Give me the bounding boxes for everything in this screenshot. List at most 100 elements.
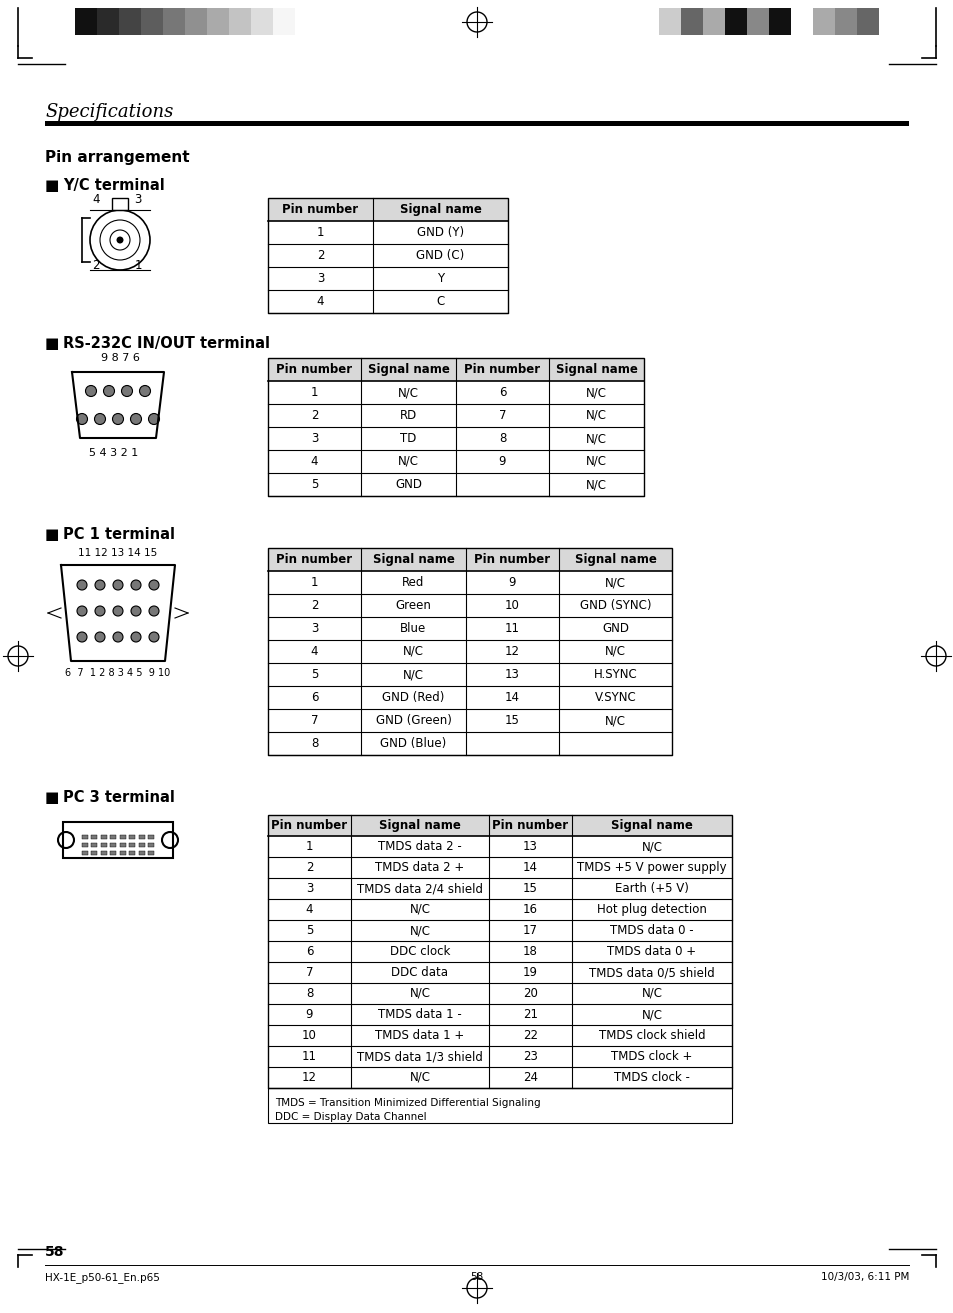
Text: 21: 21 (522, 1008, 537, 1022)
Text: 5: 5 (306, 924, 313, 937)
Text: 2: 2 (92, 259, 100, 272)
Text: 9: 9 (508, 576, 516, 590)
Text: 3: 3 (306, 882, 313, 895)
Text: Blue: Blue (400, 622, 426, 635)
Circle shape (77, 607, 87, 616)
Bar (268, 1088, 731, 1123)
Bar (111, 851, 116, 855)
Text: TMDS clock shield: TMDS clock shield (598, 1029, 704, 1043)
Bar (82, 851, 88, 855)
Text: GND (Y): GND (Y) (416, 226, 463, 239)
Text: 4: 4 (311, 456, 318, 467)
Text: 7: 7 (498, 410, 506, 421)
Text: GND (C): GND (C) (416, 249, 464, 263)
Bar (120, 851, 126, 855)
Bar (185, 8, 207, 35)
Text: 6: 6 (305, 945, 313, 958)
Bar (111, 843, 116, 847)
Bar (702, 8, 724, 35)
Text: N/C: N/C (397, 456, 418, 467)
Text: ■: ■ (45, 336, 59, 351)
Circle shape (95, 580, 105, 590)
Text: 9: 9 (498, 456, 506, 467)
Bar (119, 8, 141, 35)
Circle shape (112, 607, 123, 616)
Bar (856, 8, 878, 35)
Text: 4: 4 (305, 903, 313, 916)
Bar (659, 8, 680, 35)
Bar (82, 843, 88, 847)
Bar (268, 548, 671, 571)
Text: 11: 11 (504, 622, 519, 635)
Circle shape (116, 236, 123, 243)
Bar (97, 8, 119, 35)
Text: 10: 10 (302, 1029, 316, 1043)
Bar (149, 843, 154, 847)
Text: 14: 14 (504, 691, 519, 704)
Text: RD: RD (399, 410, 416, 421)
Bar (101, 835, 107, 839)
Bar (82, 835, 88, 839)
Text: V.SYNC: V.SYNC (594, 691, 636, 704)
Text: Pin number: Pin number (276, 553, 353, 566)
Bar (268, 198, 507, 312)
Text: 8: 8 (306, 987, 313, 1001)
Text: 10: 10 (504, 599, 519, 612)
Bar (268, 198, 507, 221)
Bar (120, 843, 126, 847)
Text: N/C: N/C (585, 456, 606, 467)
Bar (163, 8, 185, 35)
Text: 6  7  1 2 8 3 4 5  9 10: 6 7 1 2 8 3 4 5 9 10 (66, 668, 171, 678)
Text: Signal name: Signal name (378, 819, 460, 832)
Bar (120, 835, 126, 839)
Text: TMDS data 0 -: TMDS data 0 - (610, 924, 693, 937)
Circle shape (131, 632, 141, 642)
Text: 6: 6 (498, 386, 506, 399)
Bar (91, 851, 97, 855)
Text: 17: 17 (522, 924, 537, 937)
Text: 2: 2 (305, 861, 313, 874)
Text: ■: ■ (45, 179, 59, 193)
Bar (139, 851, 145, 855)
Text: 1: 1 (311, 576, 318, 590)
Text: Pin number: Pin number (474, 553, 550, 566)
Text: GND (Blue): GND (Blue) (380, 737, 446, 750)
Text: Signal name: Signal name (611, 819, 692, 832)
Text: 8: 8 (311, 737, 318, 750)
Text: TMDS data 2 +: TMDS data 2 + (375, 861, 464, 874)
Text: GND (Green): GND (Green) (375, 714, 451, 727)
Bar (812, 8, 834, 35)
Text: Specifications: Specifications (45, 102, 173, 121)
Text: Signal name: Signal name (574, 553, 656, 566)
Text: 14: 14 (522, 861, 537, 874)
Circle shape (77, 580, 87, 590)
Text: 23: 23 (522, 1050, 537, 1064)
Text: H.SYNC: H.SYNC (593, 668, 637, 681)
Text: Red: Red (402, 576, 424, 590)
Bar (746, 8, 768, 35)
Text: RS-232C IN/OUT terminal: RS-232C IN/OUT terminal (63, 336, 270, 351)
Bar (45, 121, 908, 126)
Text: Signal name: Signal name (373, 553, 454, 566)
Text: 16: 16 (522, 903, 537, 916)
Bar (273, 8, 294, 35)
Text: Signal name: Signal name (555, 362, 637, 376)
Text: 3: 3 (311, 622, 318, 635)
Text: 22: 22 (522, 1029, 537, 1043)
Bar (139, 835, 145, 839)
Text: 10/3/03, 6:11 PM: 10/3/03, 6:11 PM (820, 1272, 908, 1281)
Bar (91, 835, 97, 839)
Text: 20: 20 (522, 987, 537, 1001)
Text: 4: 4 (311, 645, 318, 658)
Text: PC 1 terminal: PC 1 terminal (63, 527, 174, 542)
Circle shape (131, 580, 141, 590)
Text: 2: 2 (311, 599, 318, 612)
Bar (63, 822, 172, 857)
Bar (130, 835, 135, 839)
Text: 7: 7 (305, 966, 313, 979)
Text: 19: 19 (522, 966, 537, 979)
Circle shape (112, 632, 123, 642)
Text: PC 3 terminal: PC 3 terminal (63, 790, 174, 805)
Text: Pin number: Pin number (492, 819, 568, 832)
Text: N/C: N/C (409, 924, 430, 937)
